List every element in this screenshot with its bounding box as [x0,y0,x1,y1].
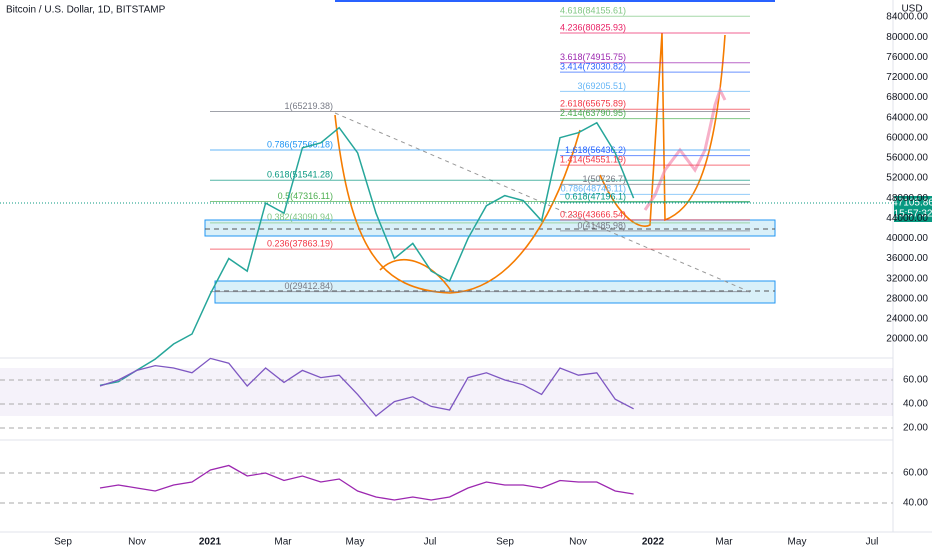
fib-label: 1(50726.7) [582,174,626,184]
price-tick-label: 28000.00 [886,293,928,304]
price-tick-label: 56000.00 [886,153,928,164]
fib-label: 0.236(43666.54) [560,209,626,219]
support-zone [204,219,776,237]
handle-curve [379,259,453,293]
time-label: Jul [866,537,879,548]
price-tick-label: 44000.00 [886,213,928,224]
rsi-tick-label: 40.00 [903,498,928,509]
fib-label: 0.618(47196.1) [565,192,626,202]
time-label: Sep [54,537,72,548]
price-tick-label: 48000.00 [886,193,928,204]
price-tick-label: 24000.00 [886,314,928,325]
fib-label: 0.618(51541.28) [267,170,333,180]
price-line [99,121,635,387]
fib-label: 0.236(37863.19) [267,238,333,248]
fib-label: 0.5(47316.11) [278,191,333,201]
symbol-title: Bitcoin / U.S. Dollar, 1D, BITSTAMP [6,5,166,16]
fib-label: 0(29412.84) [284,281,333,291]
rsi-band [0,368,893,416]
rsi-line [99,357,634,417]
cup-curve [334,114,581,294]
fib-label: 0.786(57566.18) [267,139,333,149]
fib-label: 4.236(80825.93) [560,22,626,32]
time-label: 2022 [642,537,665,548]
projection-curve [599,32,726,227]
currency: USD [901,4,922,15]
fib-label: 1(65219.38) [284,101,333,111]
fib-label: 2.618(65675.89) [560,99,626,109]
rsi-tick-label: 40.00 [903,399,928,410]
rsi-tick-label: 20.00 [903,423,928,434]
price-tick-label: 84000.00 [886,12,928,23]
price-tick-label: 40000.00 [886,233,928,244]
time-label: Nov [128,537,146,548]
fib-label: 4.618(84155.61) [560,6,626,16]
fib-label: 0(41485.98) [577,220,626,230]
price-tick-label: 80000.00 [886,32,928,43]
fib-label: 3.618(74915.75) [560,52,626,62]
drawings [0,0,932,533]
trend-line [334,112,751,293]
fib-label: 1.414(54551.19) [560,155,626,165]
price-tick-label: 32000.00 [886,273,928,284]
projection-path [643,86,727,211]
price-tag-value: 47105.86 [892,198,932,209]
rsi-tick-label: 60.00 [903,468,928,479]
time-label: Nov [569,537,587,548]
time-label: May [346,537,365,548]
fib-label: 0.786(48748.11) [561,184,626,194]
time-label: Jul [424,537,437,548]
rsi-tick-label: 60.00 [903,375,928,386]
time-label: May [788,537,807,548]
price-tick-label: 64000.00 [886,112,928,123]
time-label: Mar [274,537,292,548]
price-tick-label: 52000.00 [886,173,928,184]
price-tick-label: 60000.00 [886,132,928,143]
price-tag [894,196,932,222]
price-tick-label: 20000.00 [886,334,928,345]
price-tick-label: 72000.00 [886,72,928,83]
fib-label: 1.618(56436.2) [565,145,626,155]
time-label: 2021 [199,537,222,548]
price-tag-countdown: 15:57:32 [894,209,932,220]
time-label: Mar [715,537,733,548]
fib-label: 0.382(43090.94) [267,212,333,222]
rsi-line [99,464,634,501]
price-tick-label: 36000.00 [886,253,928,264]
time-label: Sep [496,537,514,548]
fib-label: 2.414(63790.95) [560,108,626,118]
fib-label: 3(69205.51) [577,81,626,91]
price-tick-label: 68000.00 [886,92,928,103]
price-tick-label: 76000.00 [886,52,928,63]
fib-label: 3.414(73030.82) [560,62,626,72]
